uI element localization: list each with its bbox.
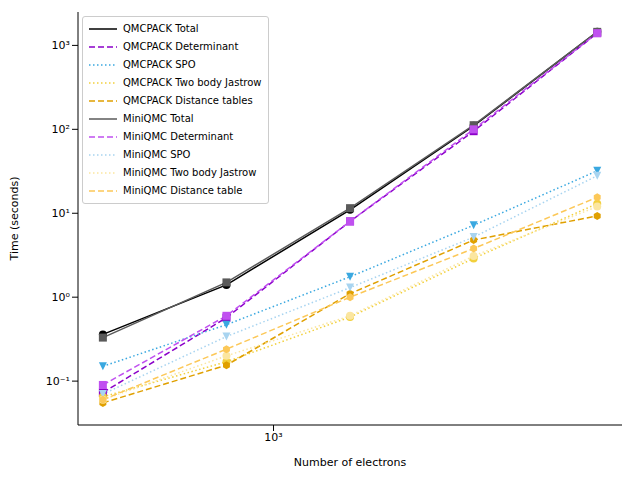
html-text:QMCPACK Two body Jastrow: QMCPACK Two body Jastrow — [123, 77, 262, 88]
svg-text:10³: 10³ — [264, 431, 282, 444]
svg-text:10³: 10³ — [52, 39, 70, 52]
html-text:QMCPACK SPO: QMCPACK SPO — [123, 59, 196, 70]
html-text:QMCPACK Distance tables: QMCPACK Distance tables — [123, 95, 253, 106]
html-text:QMCPACK Determinant: QMCPACK Determinant — [123, 41, 239, 52]
svg-text:10²: 10² — [52, 123, 70, 136]
html-text:MiniQMC Two body Jastrow: MiniQMC Two body Jastrow — [123, 167, 257, 178]
svg-text:10¹: 10¹ — [52, 207, 70, 220]
svg-text:10⁻¹: 10⁻¹ — [46, 375, 70, 388]
html-text:QMCPACK Total: QMCPACK Total — [123, 23, 199, 34]
html-text:MiniQMC Determinant: MiniQMC Determinant — [123, 131, 234, 142]
html-text:MiniQMC SPO: MiniQMC SPO — [123, 149, 191, 160]
svg-text:10⁰: 10⁰ — [52, 291, 71, 304]
svg-text:Number of electrons: Number of electrons — [294, 456, 407, 469]
html-text:MiniQMC Distance table: MiniQMC Distance table — [123, 185, 243, 196]
html-text:MiniQMC Total: MiniQMC Total — [123, 113, 194, 124]
svg-text:Time (seconds): Time (seconds) — [8, 177, 21, 262]
